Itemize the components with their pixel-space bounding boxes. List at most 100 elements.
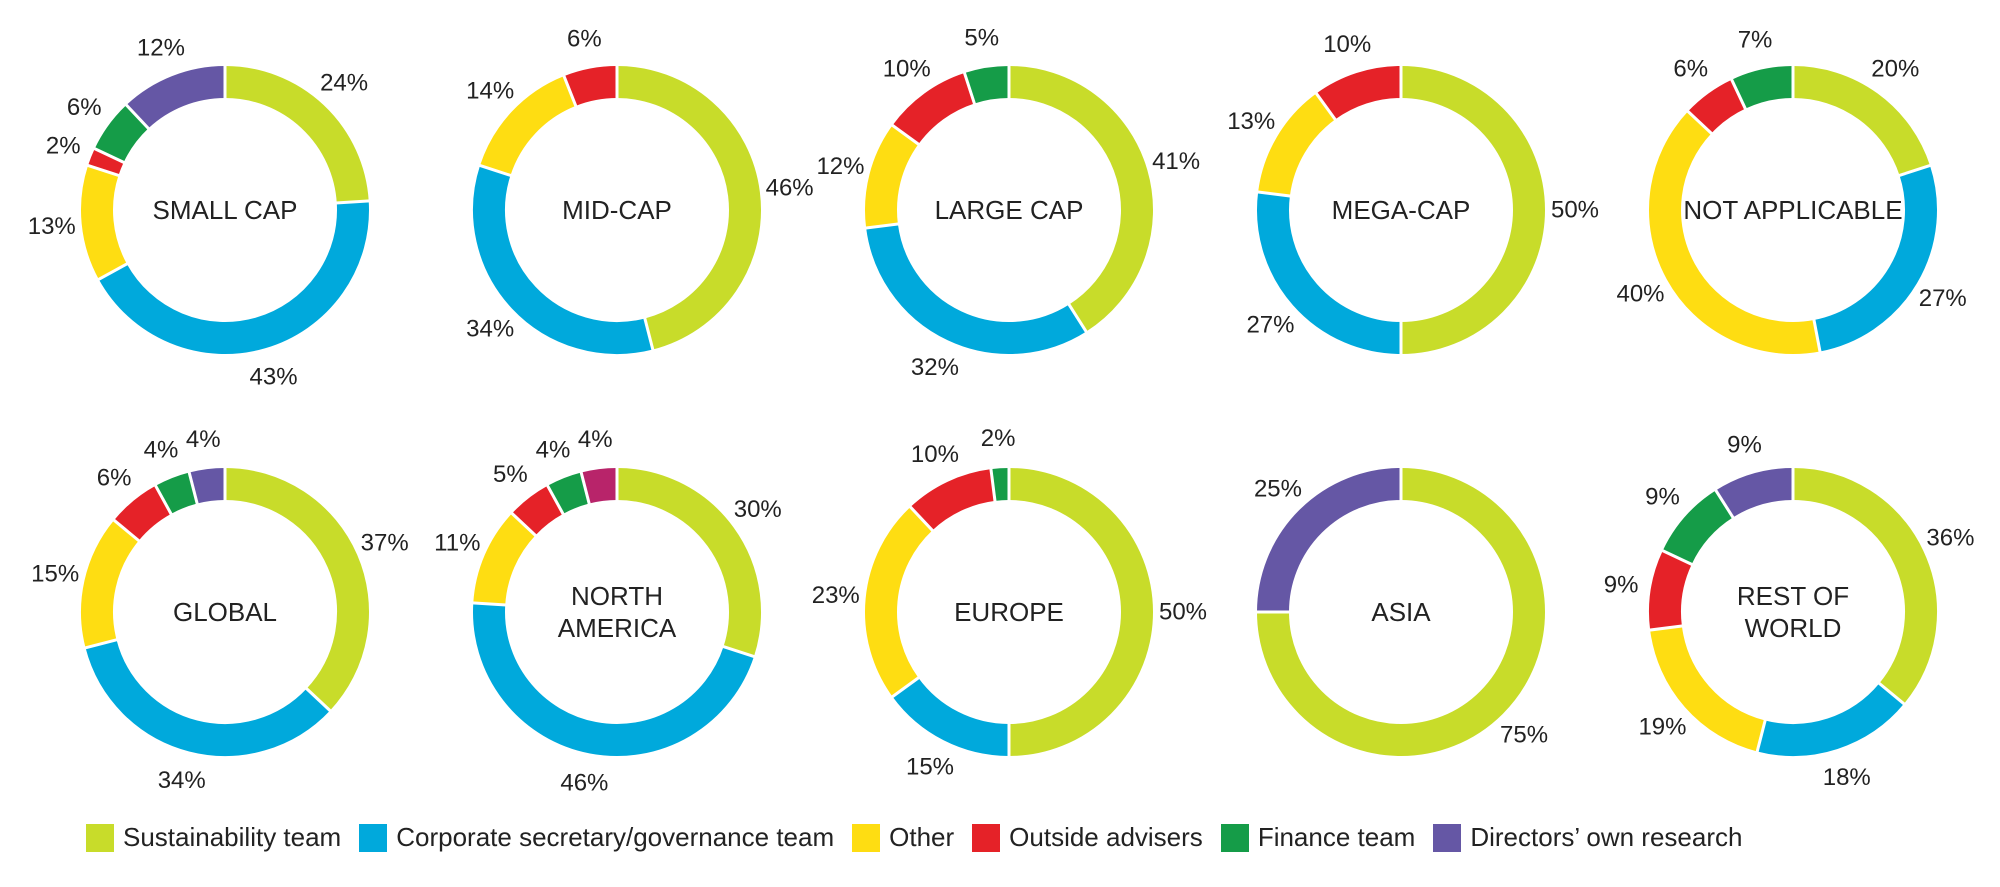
slice-label: 12%: [816, 153, 864, 180]
donut-slice: [85, 639, 330, 756]
donut-slice: [1316, 66, 1402, 120]
slice-label: 9%: [1604, 571, 1639, 598]
donut-slice: [1649, 111, 1820, 354]
slice-separator: [890, 123, 921, 146]
donut-chart: 37% 34% 15% 6% 4% 4% GLOBAL: [31, 426, 409, 794]
legend-item: Outside advisers: [972, 822, 1203, 853]
donut-chart: 50% 15% 23% 10% 2% EUROPE: [812, 425, 1207, 781]
donut-slice: [1715, 468, 1794, 518]
chart-title: ASIA: [1371, 597, 1431, 627]
slice-separator: [989, 467, 997, 503]
donut-slice: [910, 469, 996, 531]
slice-label: 4%: [536, 437, 571, 464]
legend-item: Other: [852, 822, 954, 853]
slice-separator: [1067, 302, 1088, 334]
slice-separator: [112, 518, 141, 543]
slice-label: 24%: [320, 70, 368, 97]
legend-swatch: [1433, 823, 1462, 852]
chart-title: GLOBAL: [173, 597, 277, 627]
slice-separator: [1314, 91, 1337, 122]
chart-title: EUROPE: [954, 597, 1064, 627]
slice-separator: [579, 471, 591, 505]
slice-label: 37%: [361, 529, 409, 556]
donut-slice: [224, 66, 369, 204]
legend-item: Finance team: [1220, 822, 1415, 853]
donut-slice: [1792, 468, 1937, 704]
legend-label: Other: [889, 822, 955, 852]
slice-separator: [472, 601, 507, 607]
legend-item: Sustainability team: [86, 822, 341, 853]
donut-slice: [88, 148, 124, 176]
legend-label: Sustainability team: [123, 822, 342, 852]
slice-separator: [93, 146, 126, 165]
slice-separator: [1812, 318, 1822, 353]
donut-slice: [964, 66, 1010, 104]
slice-separator: [1661, 548, 1694, 567]
legend-swatch: [86, 823, 114, 852]
donut-slice: [1757, 683, 1904, 756]
donut-chart: 20% 27% 40% 6% 7% NOT APPLICABLE: [1616, 27, 1967, 354]
slice-label: 2%: [46, 132, 81, 159]
donut-slice: [1008, 468, 1153, 756]
donut-chart: 46% 34% 14% 6% MID-CAP: [466, 26, 814, 354]
slice-separator: [153, 484, 173, 516]
slice-label: 50%: [1159, 599, 1207, 626]
chart-title: LARGE CAP: [935, 195, 1084, 225]
donut-slice: [473, 513, 536, 606]
slice-separator: [1648, 624, 1684, 632]
slice-label: 9%: [1727, 431, 1762, 458]
donut-slice: [473, 602, 754, 756]
donut-slice: [892, 677, 1010, 756]
donut-slice: [94, 105, 149, 163]
donut-slice: [1649, 550, 1692, 631]
donut-slice: [1650, 625, 1766, 752]
slice-label: 6%: [67, 94, 102, 121]
donut-slice: [616, 468, 761, 657]
slice-label: 41%: [1152, 148, 1200, 175]
donut-slice: [1257, 468, 1545, 756]
slice-separator: [1686, 109, 1714, 136]
slice-separator: [86, 163, 120, 178]
slice-label: 18%: [1823, 764, 1871, 791]
donut-slice: [1731, 66, 1794, 109]
slice-separator: [1714, 488, 1735, 520]
chart-title: WORLD: [1745, 613, 1842, 643]
donut-slice: [616, 66, 761, 350]
donut-slice: [866, 223, 1087, 354]
slice-label: 5%: [964, 25, 999, 52]
donut-slice: [155, 472, 198, 515]
slice-label: 10%: [883, 56, 931, 83]
legend-swatch: [972, 823, 1001, 852]
legend-item: Corporate secretary/governance team: [359, 822, 834, 853]
slice-label: 40%: [1616, 280, 1664, 307]
donut-slice: [1257, 191, 1402, 354]
slice-label: 19%: [1638, 714, 1686, 741]
slice-label: 23%: [812, 582, 860, 609]
slice-separator: [722, 644, 756, 659]
donut-slice: [1662, 490, 1734, 565]
donut-slice: [114, 485, 172, 541]
slice-label: 15%: [906, 754, 954, 781]
donut-slice: [189, 468, 226, 504]
slice-separator: [562, 74, 578, 108]
slice-label: 32%: [911, 354, 959, 381]
donut-slice: [1813, 165, 1937, 352]
donut-slice: [865, 125, 919, 229]
slice-label: 27%: [1919, 285, 1967, 312]
donut-slice: [547, 472, 590, 515]
slice-separator: [643, 317, 655, 351]
slice-separator: [1755, 719, 1767, 753]
slice-label: 15%: [31, 561, 79, 588]
donut-slice: [892, 73, 975, 145]
slice-label: 12%: [137, 35, 185, 62]
donut-slice: [1400, 66, 1545, 354]
slice-label: 13%: [28, 213, 76, 240]
slice-label: 9%: [1645, 483, 1680, 510]
slice-separator: [1256, 190, 1292, 198]
slice-label: 27%: [1246, 312, 1294, 339]
donut-slice: [480, 76, 577, 176]
donut-slice: [1688, 79, 1746, 134]
